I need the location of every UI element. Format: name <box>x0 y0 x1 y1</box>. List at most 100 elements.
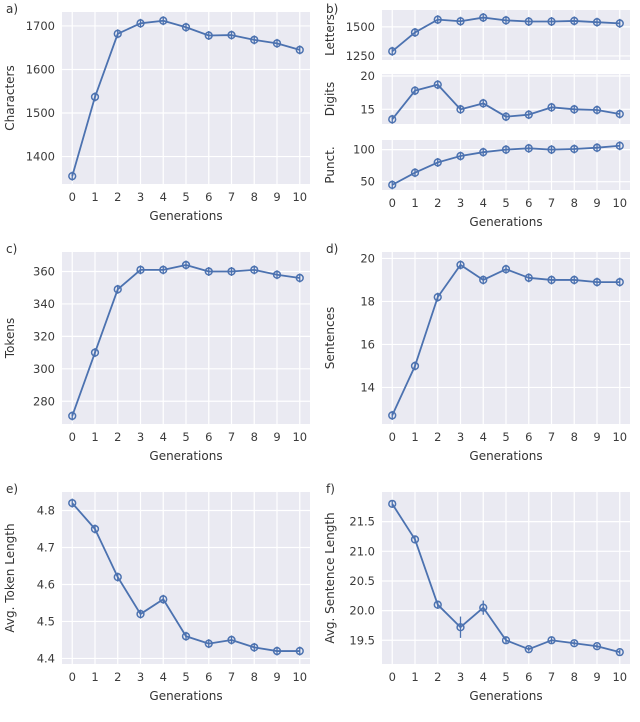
svg-text:2: 2 <box>434 670 441 684</box>
svg-text:8: 8 <box>571 670 578 684</box>
svg-text:2: 2 <box>114 430 121 444</box>
svg-text:Punct.: Punct. <box>323 146 337 183</box>
svg-text:10: 10 <box>612 430 627 444</box>
panel-label-a: a) <box>6 2 19 16</box>
panel-label-d: d) <box>326 242 339 256</box>
svg-text:4.7: 4.7 <box>37 540 55 554</box>
panel-label-f: f) <box>326 482 335 496</box>
svg-text:21.5: 21.5 <box>349 515 375 529</box>
chart-avg-sentence-length: 19.5 20.0 20.5 21.0 21.5 0 1 2 3 4 5 6 7 8 9 10 Generati… <box>323 492 630 703</box>
svg-text:8: 8 <box>251 670 258 684</box>
svg-text:18: 18 <box>360 294 375 308</box>
svg-text:1500: 1500 <box>346 20 375 34</box>
svg-text:6: 6 <box>205 670 212 684</box>
chart-sentences: 14 16 18 20 0 1 2 3 4 5 6 7 8 9 10 Generations Sentences <box>323 251 630 463</box>
svg-text:360: 360 <box>33 264 55 278</box>
svg-text:1: 1 <box>411 430 418 444</box>
panel-label-b: b) <box>326 2 339 16</box>
svg-text:1: 1 <box>91 430 98 444</box>
svg-text:4.5: 4.5 <box>37 614 55 628</box>
svg-text:320: 320 <box>33 329 55 343</box>
svg-text:0: 0 <box>389 196 396 210</box>
svg-text:4: 4 <box>480 196 487 210</box>
svg-text:20.0: 20.0 <box>349 604 375 618</box>
svg-text:8: 8 <box>251 430 258 444</box>
panel-e-avg-token-length: e) 4.4 4.5 4.6 4.7 4.8 0 1 2 3 4 5 6 7 8 9 10 Generation… <box>0 480 320 722</box>
svg-text:1600: 1600 <box>26 62 55 76</box>
svg-text:3: 3 <box>137 430 144 444</box>
svg-text:4: 4 <box>480 670 487 684</box>
svg-text:6: 6 <box>525 430 532 444</box>
svg-text:3: 3 <box>457 430 464 444</box>
svg-text:0: 0 <box>69 670 76 684</box>
svg-text:1: 1 <box>91 190 98 204</box>
svg-text:6: 6 <box>205 430 212 444</box>
chart-tokens: 280 300 320 340 360 0 1 2 3 4 5 6 7 8 9 10 Generations To… <box>3 252 310 463</box>
svg-text:9: 9 <box>593 670 600 684</box>
svg-text:1250: 1250 <box>346 49 375 63</box>
svg-text:10: 10 <box>292 430 307 444</box>
svg-text:8: 8 <box>251 190 258 204</box>
svg-text:20: 20 <box>360 69 375 83</box>
svg-text:6: 6 <box>205 190 212 204</box>
svg-text:9: 9 <box>593 430 600 444</box>
svg-text:Avg. Sentence Length: Avg. Sentence Length <box>323 512 337 643</box>
svg-text:5: 5 <box>182 430 189 444</box>
svg-text:Avg. Token Length: Avg. Token Length <box>3 523 17 632</box>
svg-text:16: 16 <box>360 337 375 351</box>
svg-text:7: 7 <box>228 190 235 204</box>
svg-text:50: 50 <box>360 175 375 189</box>
svg-text:2: 2 <box>434 196 441 210</box>
panel-label-c: c) <box>6 242 18 256</box>
svg-text:Generations: Generations <box>469 689 542 703</box>
svg-text:7: 7 <box>548 430 555 444</box>
svg-text:15: 15 <box>360 102 375 116</box>
chart-punctuation: 50 100 0 1 2 3 4 5 6 7 8 9 10 Generations Punct. <box>323 140 630 229</box>
svg-text:4.8: 4.8 <box>37 503 55 517</box>
svg-text:9: 9 <box>273 190 280 204</box>
svg-text:8: 8 <box>571 196 578 210</box>
svg-text:0: 0 <box>389 670 396 684</box>
svg-text:20.5: 20.5 <box>349 574 375 588</box>
svg-text:3: 3 <box>137 190 144 204</box>
chart-digits: 15 20 Digits <box>323 69 630 124</box>
svg-text:Characters: Characters <box>3 65 17 131</box>
svg-text:2: 2 <box>114 190 121 204</box>
svg-text:4: 4 <box>160 190 167 204</box>
svg-text:10: 10 <box>292 670 307 684</box>
svg-text:4.4: 4.4 <box>37 651 55 665</box>
svg-text:Sentences: Sentences <box>323 307 337 370</box>
svg-text:300: 300 <box>33 362 55 376</box>
svg-text:4: 4 <box>160 670 167 684</box>
svg-text:1: 1 <box>411 196 418 210</box>
svg-text:Digits: Digits <box>323 82 337 116</box>
svg-text:14: 14 <box>360 380 375 394</box>
svg-text:0: 0 <box>69 190 76 204</box>
svg-text:7: 7 <box>228 670 235 684</box>
chart-letters: 1250 1500 Letters <box>323 10 630 63</box>
panel-label-e: e) <box>6 482 19 496</box>
svg-text:10: 10 <box>612 670 627 684</box>
svg-text:21.0: 21.0 <box>349 544 375 558</box>
svg-text:1500: 1500 <box>26 106 55 120</box>
svg-text:5: 5 <box>502 670 509 684</box>
svg-text:0: 0 <box>69 430 76 444</box>
svg-text:7: 7 <box>548 670 555 684</box>
svg-text:0: 0 <box>389 430 396 444</box>
chart-avg-token-length: 4.4 4.5 4.6 4.7 4.8 0 1 2 3 4 5 6 7 8 9 10 Generations Av… <box>3 492 310 703</box>
svg-text:10: 10 <box>612 196 627 210</box>
svg-text:1: 1 <box>91 670 98 684</box>
svg-text:3: 3 <box>457 196 464 210</box>
svg-text:5: 5 <box>182 670 189 684</box>
svg-text:5: 5 <box>182 190 189 204</box>
svg-text:6: 6 <box>525 670 532 684</box>
svg-text:9: 9 <box>593 196 600 210</box>
svg-text:20: 20 <box>360 251 375 265</box>
svg-text:1700: 1700 <box>26 19 55 33</box>
svg-text:4: 4 <box>480 430 487 444</box>
svg-text:1400: 1400 <box>26 150 55 164</box>
panel-f-avg-sentence-length: f) 19.5 20.0 20.5 21.0 21.5 0 1 2 3 4 5 6 7 8 9 10 Gener… <box>320 480 640 722</box>
svg-text:7: 7 <box>228 430 235 444</box>
chart-characters: 1400 1500 1600 1700 0 1 2 3 4 5 6 7 8 9 10 Generations C… <box>3 12 310 223</box>
